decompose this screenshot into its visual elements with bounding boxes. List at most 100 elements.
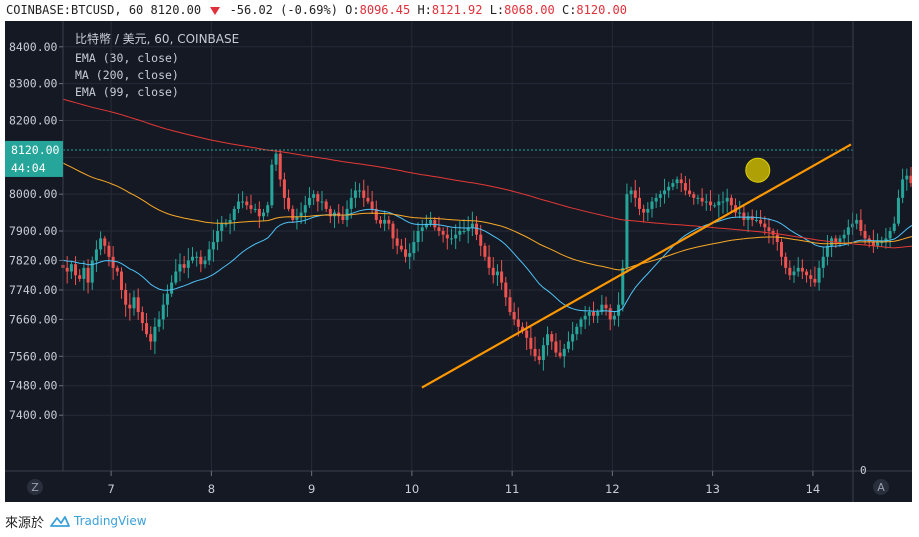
candle-body [458,231,462,235]
candle-body [454,234,458,239]
candle-body [232,208,236,220]
y-tick-label: 7480.00 [9,379,58,393]
tradingview-logo-icon [50,516,70,527]
candle-body [642,208,646,213]
candle-body [537,356,541,360]
symbol-header: COINBASE:BTCUSD, 60 8120.00 -56.02 (-0.6… [6,0,911,20]
candle-body [266,205,270,213]
candle-body [546,334,550,346]
high-label: H: [417,3,432,17]
candle-body [754,219,758,221]
symbol-name[interactable]: COINBASE:BTCUSD, 60 [6,3,144,17]
candle-body [211,242,215,250]
zoom-button[interactable]: Z [27,479,43,495]
price-tag-value: 8120.00 [11,143,60,157]
auto-scale-button[interactable]: A [873,479,889,495]
candle-body [759,219,763,224]
candle-body [236,201,240,209]
candle-body [721,201,725,203]
candle-body [312,194,316,198]
candle-body [437,227,441,231]
candle-body [320,201,324,203]
candle-body [608,308,612,320]
candle-body [579,319,583,327]
chart-background [5,21,912,502]
candle-body [738,212,742,214]
candle-body [124,289,128,305]
candle-body [69,264,73,272]
candle-body [391,223,395,239]
candle-body [433,219,437,228]
candle-body [370,201,374,209]
candle-body [817,267,821,283]
price-tag-countdown: 44:04 [11,161,46,175]
drawing-overlays [63,143,853,389]
candle-body [253,208,257,210]
candle-body [295,216,299,220]
candle-body [408,253,412,257]
candle-body [94,249,98,261]
y-tick-label: 7740.00 [9,283,58,297]
indicator-sma-200 [62,98,912,249]
candle-body [358,190,362,192]
candle-body [249,205,253,209]
candle-body [533,348,537,357]
y-tick-label: 7560.00 [9,349,58,363]
candle-body [140,312,144,324]
candle-body [132,297,136,309]
candle-body [145,323,149,335]
candle-body [475,223,479,235]
candle-body [82,267,86,279]
x-tick-label: 10 [405,482,420,496]
candle-body [508,297,512,313]
candle-body [871,242,875,246]
candle-body [696,197,700,199]
candle-body [850,223,855,228]
candle-body [859,219,863,231]
tradingview-link[interactable]: TradingView [50,514,147,528]
price-change: -56.02 (-0.69%) [229,3,338,17]
last-price: 8120.00 [150,3,202,17]
candle-body [195,256,199,258]
candle-body [483,245,487,257]
candle-body [349,197,353,209]
candle-body [282,179,286,198]
candle-body [654,197,658,202]
candle-body [207,249,211,261]
candle-body [445,234,449,239]
candle-body [901,179,905,198]
close-label: C: [561,3,577,17]
candle-body [746,216,750,220]
candle-body [880,242,884,244]
candle-body [65,267,69,272]
y-tick-label: 7900.00 [9,224,58,238]
candle-body [729,197,733,206]
candle-body [78,275,82,279]
legend-ema99[interactable]: EMA (99, close) [75,85,179,99]
candle-body [637,197,641,209]
candle-body [107,245,111,257]
candle-body [838,238,842,243]
candle-body [846,227,850,235]
candle-body [750,216,754,220]
candle-body [316,194,320,202]
candle-body [383,219,387,224]
candle-body [688,190,692,195]
candle-body [596,312,600,316]
legend-ma200[interactable]: MA (200, close) [75,68,179,82]
candle-body [479,234,483,246]
candle-body [441,231,445,235]
price-chart[interactable]: 7400.00 7480.00 7560.00 7660.00 7740.00 7820.… [5,21,912,502]
candle-body [679,179,683,184]
candle-body [855,219,859,224]
candle-body [395,238,399,246]
candle-body [813,278,817,283]
candle-body [646,208,650,213]
legend-ema30[interactable]: EMA (30, close) [75,51,179,65]
candle-body [170,282,174,294]
candle-body [303,205,307,213]
candle-body [462,231,466,232]
candle-body [291,208,295,220]
candle-body [245,201,249,206]
candle-body [888,231,892,239]
